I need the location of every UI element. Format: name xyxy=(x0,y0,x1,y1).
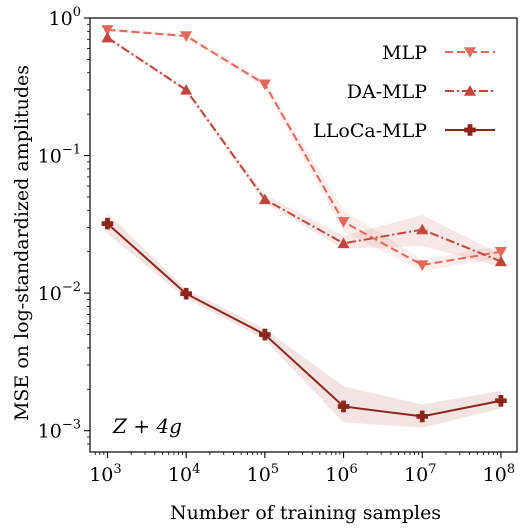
mlp-point xyxy=(101,25,114,36)
lloca-mlp-point xyxy=(416,410,429,423)
mlp-band xyxy=(107,27,501,271)
x-axis-ticks: 103 104 105 106 107 108 xyxy=(89,452,515,486)
lloca-mlp-point xyxy=(180,287,192,300)
y-tick-label: 100 xyxy=(49,5,81,30)
mlp-point xyxy=(416,260,429,271)
lloca-mlp-point xyxy=(101,217,114,230)
uncertainty-bands xyxy=(107,27,501,428)
annotation-process: Z + 4g xyxy=(112,414,182,438)
plot-frame xyxy=(89,17,518,453)
x-tick-label: 107 xyxy=(404,462,436,486)
y-tick-label: 10−3 xyxy=(38,418,81,443)
y-tick-label: 10−2 xyxy=(38,280,81,305)
da-mlp-point xyxy=(416,223,429,235)
da-mlp-point xyxy=(337,237,350,249)
lloca-mlp-point xyxy=(337,400,350,413)
x-tick-label: 104 xyxy=(168,462,200,486)
da-mlp-legend-marker xyxy=(463,85,477,96)
mlp-legend-marker xyxy=(463,47,477,58)
mlp-legend-label: MLP xyxy=(382,42,427,64)
lloca-mlp-point xyxy=(495,394,507,407)
lloca-mlp-point xyxy=(259,328,271,341)
y-tick-label: 10−1 xyxy=(38,143,81,168)
y-axis-ticks: 100 10−1 10−2 10−3 xyxy=(38,5,90,445)
x-tick-label: 103 xyxy=(89,462,121,486)
da-mlp-legend-label: DA-MLP xyxy=(347,81,427,103)
mlp-point xyxy=(258,79,271,91)
da-mlp-point xyxy=(101,31,114,43)
da-mlp-point xyxy=(180,84,193,95)
x-tick-label: 106 xyxy=(325,462,357,486)
mlp-point xyxy=(180,31,193,42)
series-markers xyxy=(101,25,507,423)
da-mlp-point xyxy=(258,193,271,205)
x-axis-label: Number of training samples xyxy=(170,502,441,524)
lloca-mlp-band xyxy=(107,213,501,428)
da-mlp-line xyxy=(106,36,502,263)
legend: MLP DA-MLP LLoCa-MLP xyxy=(313,42,495,142)
lloca-mlp-legend-marker xyxy=(464,124,476,136)
lloca-mlp-legend-label: LLoCa-MLP xyxy=(313,120,427,142)
lloca-mlp-line xyxy=(106,222,502,418)
mlp-point xyxy=(337,217,350,228)
y-axis-label: MSE on log-standardized amplitudes xyxy=(11,65,33,421)
mlp-line xyxy=(107,28,502,267)
da-mlp-point xyxy=(494,255,507,267)
x-tick-label: 105 xyxy=(247,462,279,486)
mlp-point xyxy=(494,247,507,258)
series-lines xyxy=(106,28,502,418)
x-tick-label: 108 xyxy=(483,462,515,486)
